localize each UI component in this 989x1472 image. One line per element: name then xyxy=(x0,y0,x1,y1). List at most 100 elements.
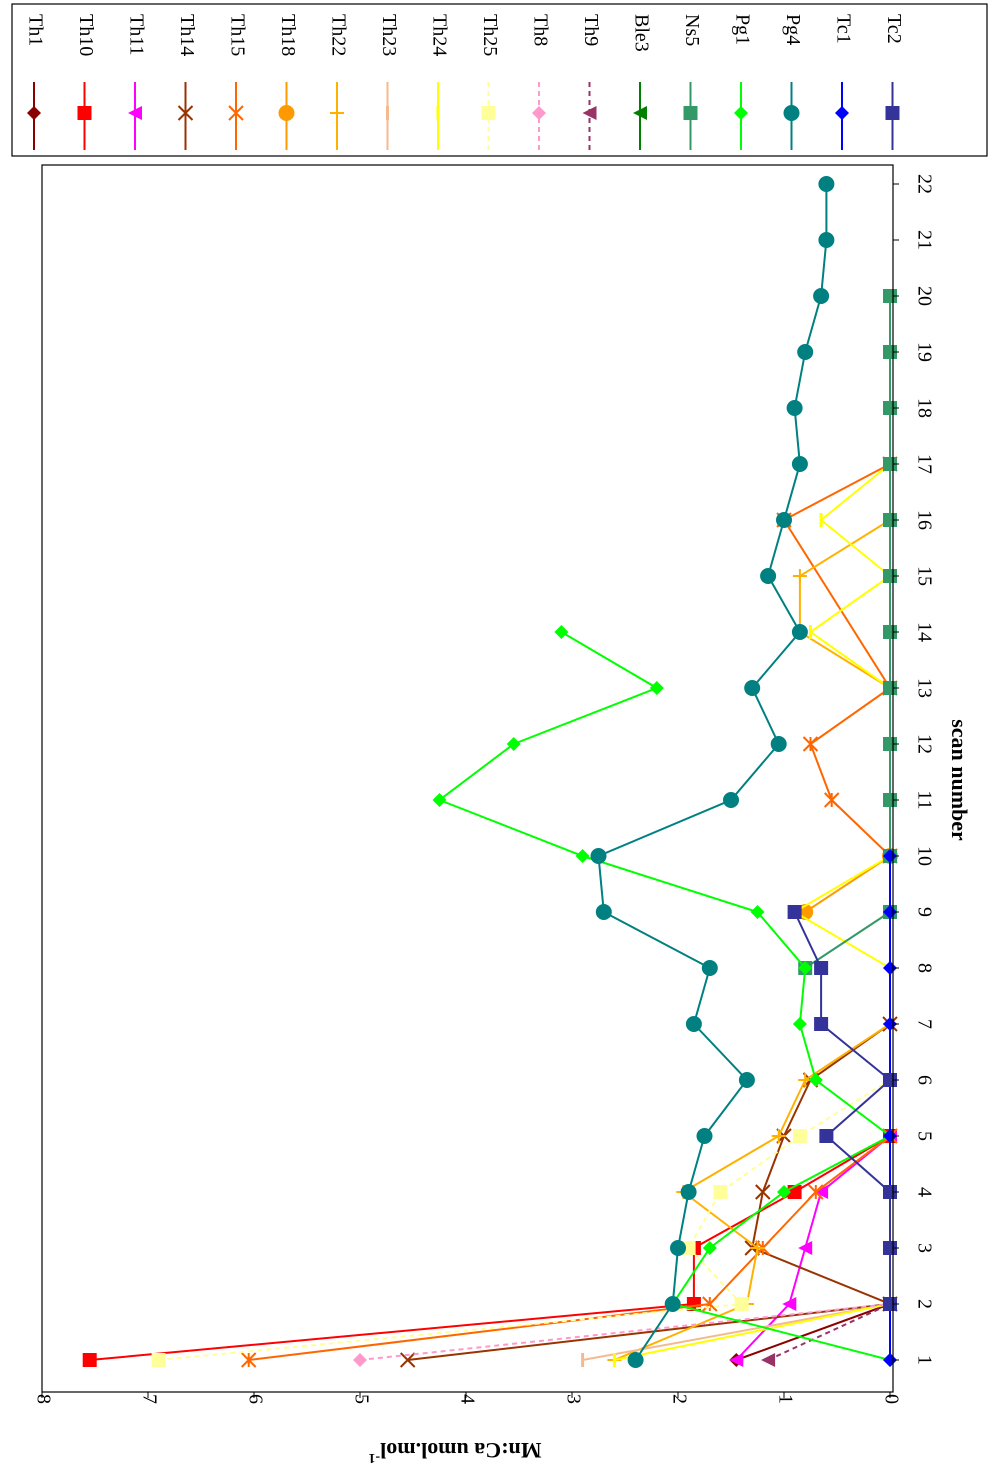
legend-label: Th24 xyxy=(428,14,450,56)
data-point xyxy=(151,1353,166,1367)
legend-label: Th15 xyxy=(226,14,248,56)
scan-tick-label: 15 xyxy=(913,566,935,586)
data-point xyxy=(702,1241,717,1255)
legend-label: Th9 xyxy=(580,14,602,46)
legend-item: Th14 xyxy=(176,14,198,150)
data-point xyxy=(82,1353,97,1367)
legend-item: Pg1 xyxy=(731,14,753,150)
data-point xyxy=(713,1185,728,1199)
legend-item: Th25 xyxy=(479,14,501,150)
series-th11 xyxy=(729,1129,897,1367)
data-point xyxy=(776,512,792,528)
y-axis-title-superscript: -1 xyxy=(369,1450,381,1465)
legend-item: Th1 xyxy=(24,14,46,150)
data-point xyxy=(532,106,546,120)
scan-tick-label: 3 xyxy=(913,1243,935,1253)
scan-tick-label: 22 xyxy=(913,174,935,194)
legend-label: Th25 xyxy=(479,14,501,56)
data-point xyxy=(750,905,765,919)
data-point xyxy=(797,344,814,360)
legend-label: Ns5 xyxy=(681,14,703,46)
y-axis-title: Mn:Ca umol.mol-1 xyxy=(369,1438,542,1465)
scan-tick-label: 18 xyxy=(913,398,935,418)
legend-item: Pg4 xyxy=(782,14,804,150)
data-point xyxy=(814,1017,829,1031)
legend-item: Th22 xyxy=(327,14,349,150)
scan-tick-label: 12 xyxy=(913,734,935,754)
data-point xyxy=(701,960,718,976)
x-axis-title: scan number xyxy=(947,719,972,841)
series-line xyxy=(582,1303,891,1361)
data-point xyxy=(278,105,295,121)
data-point xyxy=(432,793,447,807)
data-point xyxy=(761,1353,776,1367)
scan-tick-label: 17 xyxy=(913,454,935,474)
series-line xyxy=(767,1303,891,1361)
data-point xyxy=(770,736,787,752)
data-point xyxy=(791,456,808,472)
data-point xyxy=(792,1017,807,1031)
value-tick-label: 2 xyxy=(668,1394,690,1404)
data-point xyxy=(702,1296,718,1312)
legend-item: Th8 xyxy=(529,14,551,150)
scan-tick-label: 13 xyxy=(913,678,935,698)
data-point xyxy=(819,1129,834,1143)
legend-label: Th11 xyxy=(125,14,147,55)
series-line xyxy=(359,1303,891,1361)
scan-tick-label: 10 xyxy=(913,846,935,866)
data-point xyxy=(777,1185,791,1199)
legend-label: Th1 xyxy=(24,14,46,46)
data-point xyxy=(798,961,813,975)
data-point xyxy=(723,792,739,808)
data-point xyxy=(755,1184,771,1200)
data-point xyxy=(729,1353,744,1367)
legend-label: Pg4 xyxy=(782,14,804,45)
data-point xyxy=(128,106,142,120)
data-point xyxy=(683,106,698,120)
scan-tick-label: 1 xyxy=(913,1355,935,1365)
legend-item: Tc2 xyxy=(883,14,905,150)
scan-tick-label: 7 xyxy=(913,1019,935,1029)
data-point xyxy=(734,106,748,120)
data-point xyxy=(782,1297,797,1311)
series-line xyxy=(782,463,892,857)
data-point xyxy=(240,1352,257,1368)
value-tick-label: 5 xyxy=(350,1394,372,1404)
data-point xyxy=(330,106,344,120)
data-point xyxy=(792,1129,807,1143)
data-point xyxy=(481,106,496,120)
legend-label: Tc2 xyxy=(883,14,905,44)
legend-label: Th10 xyxy=(75,14,97,56)
data-point xyxy=(808,1073,823,1087)
data-point xyxy=(734,1297,749,1311)
data-point xyxy=(685,1016,702,1032)
legend-label: Th18 xyxy=(277,14,299,56)
legend-label: Tc1 xyxy=(832,14,854,44)
data-point xyxy=(786,400,803,416)
scan-tick-label: 21 xyxy=(913,230,935,250)
value-tick-label: 1 xyxy=(774,1394,796,1404)
series-line xyxy=(597,184,828,1361)
value-tick-label: 3 xyxy=(562,1394,584,1404)
legend-item: Ble3 xyxy=(630,14,652,150)
data-point xyxy=(582,106,597,120)
data-point xyxy=(808,1184,824,1200)
data-point xyxy=(670,1240,686,1256)
scan-tick-label: 9 xyxy=(913,907,935,917)
legend-label: Ble3 xyxy=(630,14,652,52)
legend-item: Tc1 xyxy=(832,14,854,150)
series-line xyxy=(158,1079,891,1361)
data-point xyxy=(399,1352,416,1368)
scan-tick-label: 14 xyxy=(913,622,935,642)
data-point xyxy=(750,1241,765,1255)
legend-label: Pg1 xyxy=(731,14,753,45)
data-point xyxy=(506,737,521,751)
scan-tick-label: 4 xyxy=(913,1187,935,1197)
scan-tick-label: 16 xyxy=(913,510,935,530)
scan-tick-label: 19 xyxy=(913,342,935,362)
data-point xyxy=(696,1128,713,1144)
legend-item: Th15 xyxy=(226,14,248,150)
legend-item: Th24 xyxy=(428,14,450,150)
legend-label: Th8 xyxy=(529,14,551,46)
